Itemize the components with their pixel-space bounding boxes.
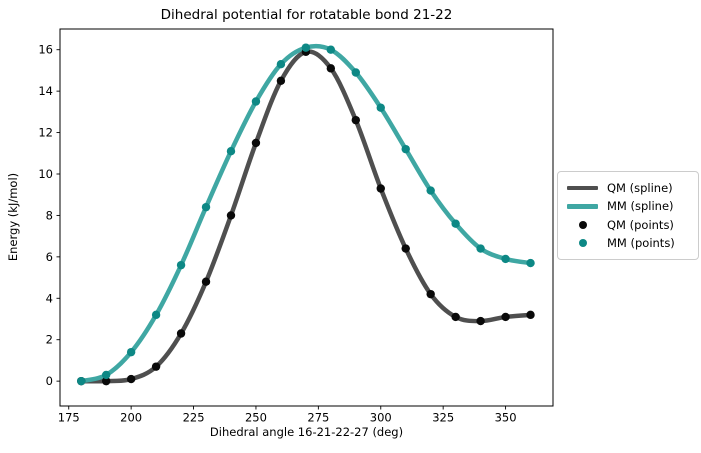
mm-spline-swatch-icon [567, 204, 598, 209]
series-2-point [201, 277, 211, 286]
series-2-point [526, 310, 535, 320]
x-tick-label: 350 [495, 411, 517, 425]
series-3-point [501, 254, 510, 264]
series-3-point [251, 97, 261, 106]
series-2-point [351, 115, 360, 125]
series-1-line [78, 43, 533, 384]
axes-frame [59, 28, 554, 407]
series-2-point [251, 138, 261, 148]
y-tick-label: 14 [38, 84, 53, 98]
series-3-point [326, 45, 336, 54]
series-2-point [476, 316, 485, 326]
series-2-point [401, 244, 410, 253]
series-2-point [326, 64, 336, 73]
series-0-line [78, 49, 533, 384]
series-3-point [201, 202, 211, 212]
series-2-point [501, 312, 510, 322]
legend-label: MM (points) [607, 235, 675, 250]
series-3-point [476, 244, 485, 253]
x-tick-label: 175 [58, 411, 80, 425]
series-2-point [101, 376, 111, 386]
y-tick-label: 8 [46, 208, 53, 222]
series-2-point [426, 289, 435, 299]
legend-label: MM (spline) [607, 199, 674, 214]
legend-label: QM (spline) [607, 181, 673, 196]
x-tick-label: 275 [307, 411, 329, 425]
series-2-point [276, 76, 286, 85]
y-tick-label: 16 [38, 43, 53, 57]
y-tick-label: 4 [46, 291, 53, 305]
series-2-point [451, 312, 460, 322]
y-tick-label: 2 [46, 333, 53, 347]
series-2-point [176, 329, 186, 338]
mm-points-swatch-icon [567, 238, 598, 247]
series-2-point [151, 362, 161, 371]
series-3-point [151, 310, 161, 320]
series-3-point [426, 186, 435, 195]
x-axis-label: Dihedral angle 16-21-22-27 (deg) [209, 425, 404, 439]
series-3-point [451, 219, 460, 228]
legend-entry-qm-points: QM (points) [567, 216, 690, 234]
qm-points-swatch-icon [567, 220, 598, 229]
series-2-point [376, 184, 385, 193]
series-2-point [126, 374, 136, 384]
series-3-point [376, 103, 385, 112]
series-3-point [176, 260, 186, 270]
legend: QM (spline) MM (spline) QM (points) MM (… [557, 171, 699, 260]
series-3-point [77, 376, 86, 386]
x-tick-label: 325 [432, 411, 454, 425]
chart-title: Dihedral potential for rotatable bond 21… [160, 7, 453, 23]
y-tick-label: 10 [38, 167, 53, 181]
series-2-point [226, 211, 236, 220]
legend-entry-qm-spline: QM (spline) [567, 179, 690, 197]
series-3-point [126, 347, 136, 357]
x-tick-label: 225 [183, 411, 205, 425]
series-3-point [526, 258, 535, 268]
x-tick-label: 300 [370, 411, 392, 425]
series-3-point [401, 144, 410, 154]
series-3-point [101, 370, 111, 380]
series-3-point [301, 43, 311, 52]
legend-entry-mm-spline: MM (spline) [567, 197, 690, 215]
series-3-point [226, 147, 236, 156]
legend-label: QM (points) [607, 217, 674, 232]
y-axis-label: Energy (kJ/mol) [6, 172, 20, 262]
x-tick-label: 250 [245, 411, 267, 425]
series-3-point [276, 60, 286, 69]
y-tick-label: 12 [38, 126, 53, 140]
y-tick-label: 0 [46, 374, 53, 388]
series-3-point [351, 68, 360, 77]
x-tick-label: 200 [120, 411, 142, 425]
legend-entry-mm-points: MM (points) [567, 234, 690, 252]
y-tick-label: 6 [46, 250, 53, 264]
qm-spline-swatch-icon [567, 185, 598, 191]
